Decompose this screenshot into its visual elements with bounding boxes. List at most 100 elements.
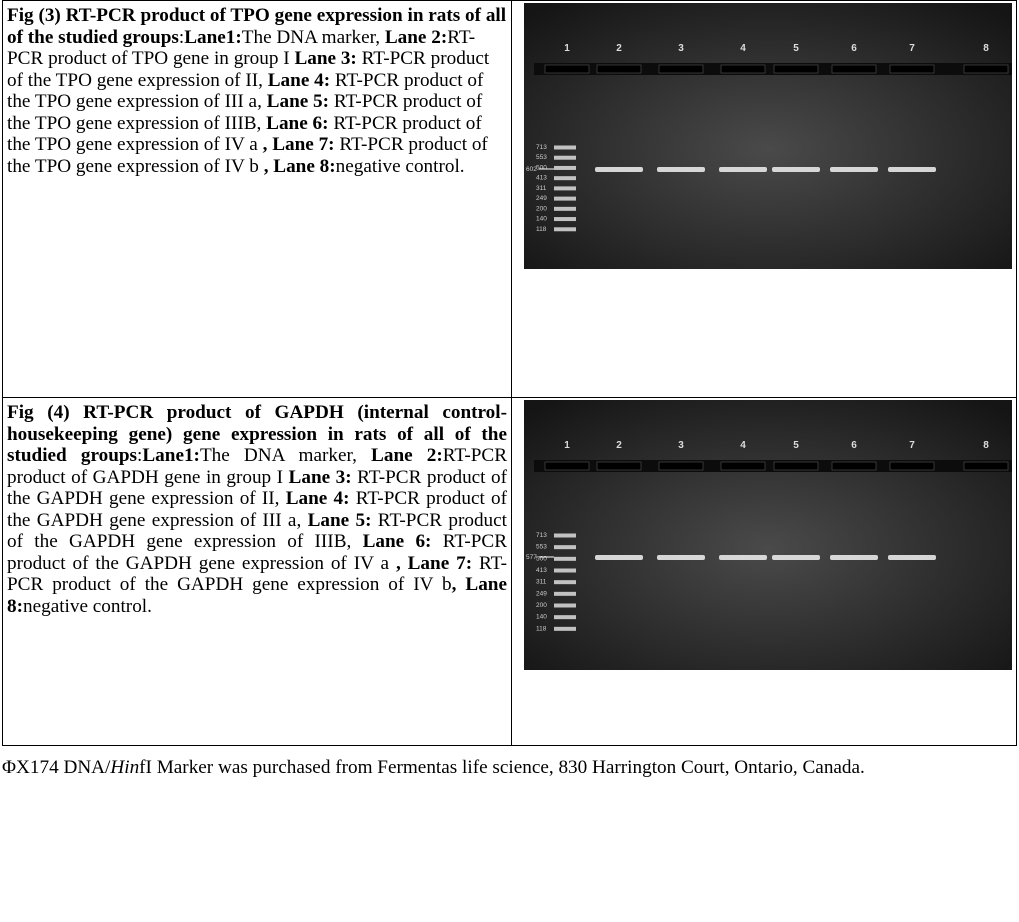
lane-label: 2 [616, 43, 622, 54]
lane-label: 1 [564, 440, 570, 451]
gel-image: 12345678713553500413311249200140118602 [524, 3, 1012, 269]
well [659, 462, 703, 470]
page: {"figures": [ {"caption": [ {"text": "Fi… [0, 0, 1019, 922]
ladder-band [554, 534, 576, 538]
band [657, 555, 705, 560]
lane-label: 3 [678, 43, 684, 54]
ladder-band [554, 557, 576, 561]
well [964, 462, 1008, 470]
text-run: Lane 6: [266, 113, 328, 134]
band [719, 555, 767, 560]
marker-label: 140 [536, 614, 547, 621]
text-run: Lane 5: [308, 510, 372, 531]
well [545, 65, 589, 73]
well [832, 65, 876, 73]
lane-label: 5 [793, 43, 799, 54]
marker-label: 311 [536, 579, 547, 586]
well [964, 65, 1008, 73]
marker-label: 713 [536, 532, 547, 539]
band [595, 555, 643, 560]
well [721, 462, 765, 470]
ladder-band [554, 197, 576, 201]
text-run: ΦX174 DNA/ [2, 757, 110, 778]
lane-label: 7 [909, 43, 915, 54]
footer-note: ΦX174 DNA/HinfI Marker was purchased fro… [2, 756, 1014, 779]
text-run: Lane1: [184, 27, 242, 48]
band [830, 167, 878, 172]
ladder-band [554, 615, 576, 619]
arrow-label: 602 [526, 166, 537, 173]
lane-label: 5 [793, 440, 799, 451]
text-run: negative control. [23, 596, 152, 617]
band [719, 167, 767, 172]
gel-background [524, 3, 1012, 269]
marker-label: 200 [536, 205, 547, 212]
ladder-band [554, 176, 576, 180]
marker-label: 249 [536, 590, 547, 597]
well [597, 65, 641, 73]
marker-label: 553 [536, 544, 547, 551]
well [721, 65, 765, 73]
well [774, 65, 818, 73]
text-run: , Lane 8: [264, 156, 336, 177]
lane-label: 7 [909, 440, 915, 451]
text-run: The DNA marker, [200, 445, 371, 466]
marker-label: 311 [536, 185, 547, 192]
lane-label: 3 [678, 440, 684, 451]
well [774, 462, 818, 470]
ladder-band [554, 217, 576, 221]
ladder-band [554, 156, 576, 160]
caption-cell: Fig (4) RT-PCR product of GAPDH (interna… [3, 398, 512, 746]
marker-label: 500 [536, 555, 547, 562]
caption-cell: Fig (3) RT-PCR product of TPO gene expre… [3, 1, 512, 398]
marker-label: 118 [536, 625, 547, 632]
lane-label: 6 [851, 43, 857, 54]
ladder-band [554, 604, 576, 608]
ladder-band [554, 146, 576, 150]
band [772, 167, 820, 172]
ladder-band [554, 580, 576, 584]
text-run: The DNA marker, [242, 27, 385, 48]
marker-label: 553 [536, 154, 547, 161]
ladder-band [554, 166, 576, 170]
image-cell: 12345678713553500413311249200140118602 [512, 1, 1017, 398]
ladder-band [554, 207, 576, 211]
band [657, 167, 705, 172]
ladder-band [554, 592, 576, 596]
lane-label: 4 [740, 43, 746, 54]
ladder-band [554, 186, 576, 190]
ladder-band [554, 227, 576, 231]
marker-label: 413 [536, 175, 547, 182]
well [890, 65, 934, 73]
band [830, 555, 878, 560]
text-run: Lane 4: [286, 488, 350, 509]
text-run: Lane 6: [363, 531, 432, 552]
text-run: Lane 3: [294, 48, 356, 69]
lane-label: 8 [983, 440, 989, 451]
lane-label: 6 [851, 440, 857, 451]
marker-label: 713 [536, 144, 547, 151]
ladder-band [554, 545, 576, 549]
band [772, 555, 820, 560]
ladder-band [554, 569, 576, 573]
marker-label: 200 [536, 602, 547, 609]
well [890, 462, 934, 470]
marker-label: 413 [536, 567, 547, 574]
band [888, 555, 936, 560]
text-run: Lane1: [142, 445, 200, 466]
marker-label: 500 [536, 164, 547, 171]
text-run: Lane 5: [267, 91, 329, 112]
well [659, 65, 703, 73]
text-run: fI Marker was purchased from Fermentas l… [139, 757, 865, 778]
lane-label: 4 [740, 440, 746, 451]
lane-label: 8 [983, 43, 989, 54]
gel-background [524, 400, 1012, 670]
marker-label: 249 [536, 195, 547, 202]
text-run: Lane 2: [371, 445, 443, 466]
lane-label: 1 [564, 43, 570, 54]
well [832, 462, 876, 470]
band [888, 167, 936, 172]
text-run: Lane 2: [385, 27, 447, 48]
